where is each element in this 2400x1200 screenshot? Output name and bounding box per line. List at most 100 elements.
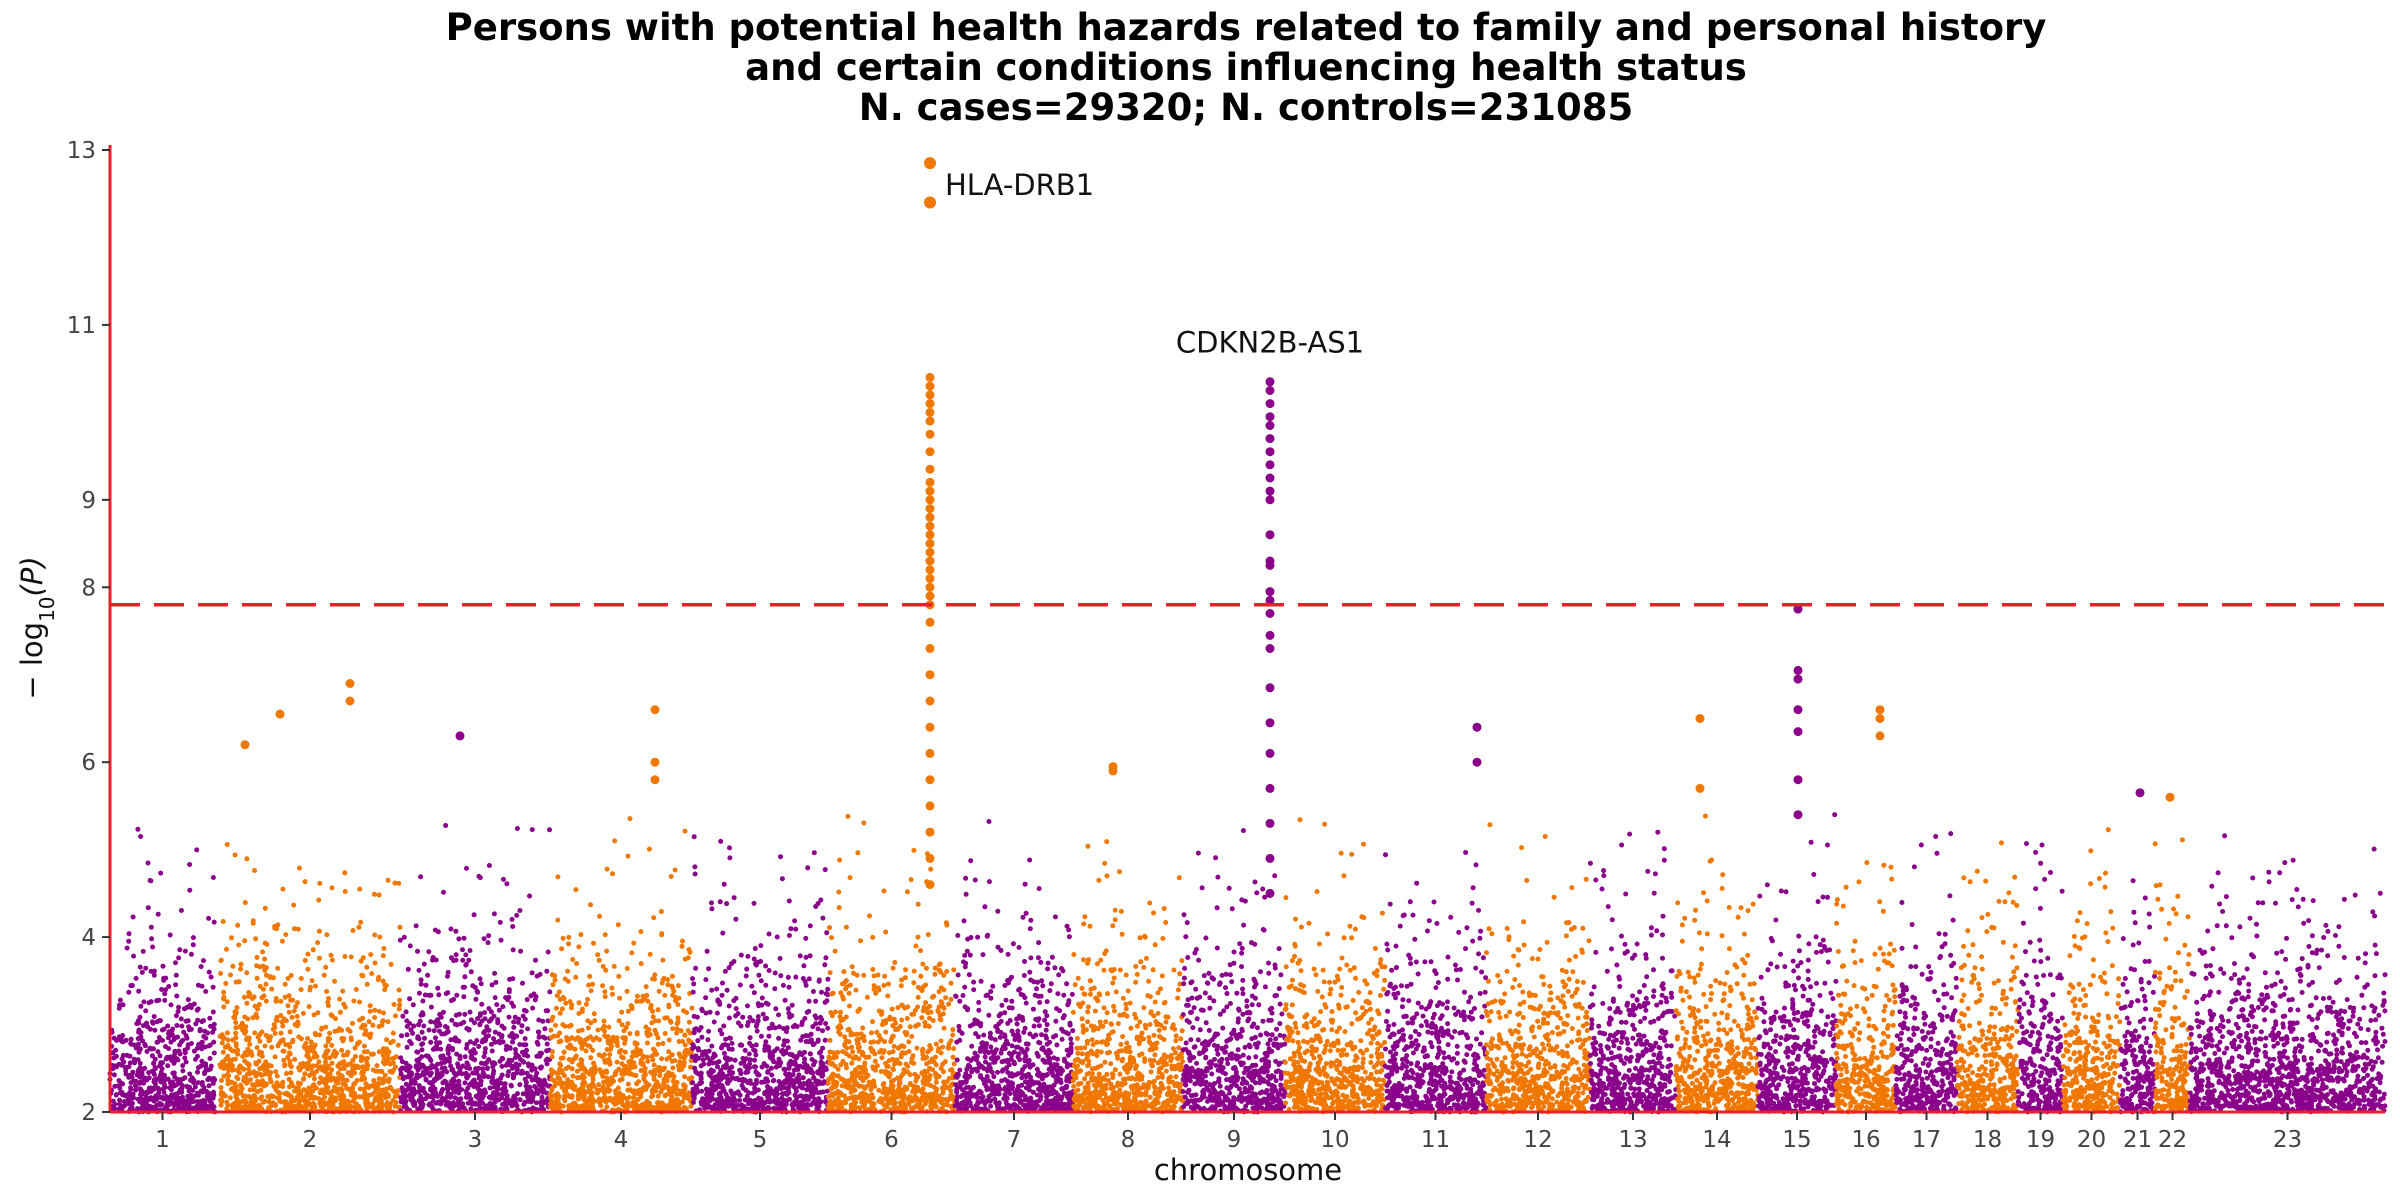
highlight-point [924,196,936,209]
chromosome-16-points [1833,860,1898,1115]
highlight-point [1265,718,1275,728]
chromosome-9-points [1180,828,1288,1115]
chromosome-5-points [689,834,831,1115]
highlight-point [925,556,935,566]
highlight-point [1793,674,1803,684]
highlight-point [925,574,935,583]
highlight-point [925,775,935,785]
highlight-point [1265,853,1275,863]
highlight-point [650,757,660,767]
y-tick-label: 8 [81,575,96,601]
x-tick-label-chr-16: 16 [1851,1127,1880,1153]
highlight-point [925,880,935,890]
x-tick-label-chr-20: 20 [2077,1127,2106,1153]
chromosome-6-points [825,813,958,1115]
highlight-point [1875,705,1885,715]
highlight-point [1793,775,1803,785]
highlight-point [1265,644,1275,653]
highlight-point [1265,560,1275,570]
gene-annotation-hla-drb1: HLA-DRB1 [945,168,1094,202]
x-tick-label-chr-1: 1 [155,1127,170,1153]
x-tick-label-chr-8: 8 [1121,1127,1136,1153]
chart-title: Persons with potential health hazards re… [446,6,2047,129]
chromosome-19-points [2015,841,2066,1115]
highlight-point [1265,630,1275,640]
y-tick-label: 11 [67,313,96,339]
highlight-point [925,372,935,382]
chart-title-line-3: N. cases=29320; N. controls=231085 [859,86,1633,129]
highlight-point [925,801,935,811]
x-axis-title: chromosome [1154,1153,1342,1187]
highlight-point [925,670,935,680]
chart-title-line-2: and certain conditions influencing healt… [745,46,1747,89]
highlight-point [925,696,935,706]
annotations: HLA-DRB1 CDKN2B-AS1 [945,168,1364,359]
highlight-point [1793,604,1803,614]
highlight-point [455,731,465,741]
highlight-point [1875,731,1885,741]
x-tick-label-chr-4: 4 [614,1127,629,1153]
chart-title-line-1: Persons with potential health hazards re… [446,6,2047,49]
gene-annotation-cdkn2b-as1: CDKN2B-AS1 [1176,325,1364,359]
highlight-point [925,530,935,540]
x-tick-label-chr-2: 2 [303,1127,318,1153]
x-tick-label-chr-3: 3 [468,1127,483,1153]
y-tick-label: 6 [81,750,96,776]
highlight-point [240,740,250,750]
highlight-point [925,429,935,439]
highlight-point [925,539,935,548]
highlight-point [1265,399,1275,409]
x-tick-label-chr-23: 23 [2273,1127,2302,1153]
x-tick-label-chr-13: 13 [1618,1127,1647,1153]
highlight-point [925,512,935,522]
highlight-point [1265,386,1275,395]
highlight-point [345,696,355,706]
x-tick-label-chr-15: 15 [1782,1127,1811,1153]
chromosome-11-points [1382,850,1489,1115]
chromosome-7-points [952,819,1076,1114]
highlight-point [925,504,935,514]
x-tick-label-chr-10: 10 [1320,1127,1349,1153]
highlight-point [925,582,935,592]
x-tick-label-chr-17: 17 [1912,1127,1941,1153]
x-tick-label-chr-12: 12 [1523,1127,1552,1153]
highlight-point [1265,530,1275,540]
highlight-point [925,565,935,575]
highlight-point [1265,434,1275,444]
highlight-point [925,644,935,653]
highlight-point [1108,766,1118,776]
highlight-point [1472,722,1482,732]
highlight-point [1695,714,1705,723]
chromosome-8-points [1070,839,1186,1115]
chromosome-2-points [217,842,403,1115]
highlight-point [925,827,935,837]
highlight-point [1875,714,1885,723]
highlight-point [924,157,936,170]
highlight-point [925,547,935,557]
highlight-point [1265,486,1275,496]
chromosome-20-points [2060,827,2123,1115]
x-tick-label-chr-21: 21 [2123,1127,2152,1153]
x-tick-label-chr-9: 9 [1227,1127,1242,1153]
chromosome-13-points [1587,829,1679,1115]
highlight-point [925,407,935,417]
highlight-point [1265,609,1275,618]
highlight-point [925,722,935,732]
highlight-point [925,464,935,474]
highlight-point [1265,748,1275,758]
highlight-point [1793,810,1803,820]
highlight-point [650,705,660,715]
data-points [107,157,2388,1115]
highlight-point [925,748,935,758]
chromosome-3-points [397,823,553,1115]
highlight-point [1265,818,1275,828]
x-tick-label-chr-14: 14 [1702,1127,1731,1153]
highlight-point [1265,447,1275,457]
x-tick-label-chr-5: 5 [753,1127,768,1153]
highlight-point [1695,783,1705,793]
highlight-point [925,390,935,400]
chromosome-10-points [1282,817,1388,1115]
chromosome-23-points [2187,833,2388,1115]
y-tick-label: 13 [67,138,96,164]
